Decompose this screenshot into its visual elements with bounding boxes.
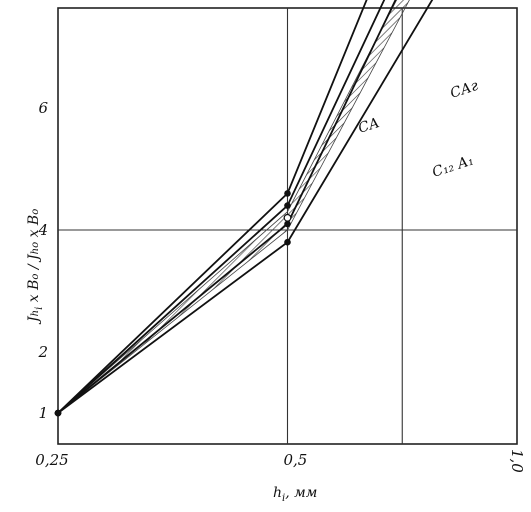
y-tick-label: 2 bbox=[37, 343, 48, 361]
data-point-s3-1 bbox=[284, 238, 291, 246]
data-point-s3-0 bbox=[54, 409, 62, 417]
y-axis-title-part: h bbox=[30, 310, 41, 316]
y-axis-title-part: h bbox=[30, 248, 41, 254]
y-axis-title-part: B bbox=[26, 280, 42, 291]
y-axis-title-part: / bbox=[26, 260, 42, 274]
hollow-point-1 bbox=[283, 213, 292, 222]
x-axis-subscript: i bbox=[282, 493, 285, 504]
data-point-s1-1 bbox=[284, 202, 291, 209]
x-tick-label: 0,25 bbox=[35, 451, 68, 469]
hatched-band-area bbox=[57, 0, 410, 414]
x-axis-unit: , мм bbox=[285, 485, 317, 501]
data-point-s0-1 bbox=[284, 190, 291, 197]
y-axis-title-part: o bbox=[30, 242, 41, 248]
tick-labels: 1246810120,250,51,0 bbox=[35, 99, 526, 473]
hatched-band bbox=[57, 0, 410, 414]
data-points bbox=[54, 190, 292, 417]
y-axis-title-part: i bbox=[34, 307, 45, 310]
y-tick-label: 4 bbox=[37, 221, 48, 239]
y-axis-title-part: x bbox=[26, 290, 42, 307]
curve-label-1: САг bbox=[448, 78, 480, 102]
y-axis-title-part: x bbox=[26, 225, 42, 242]
y-axis-title-part: B bbox=[26, 215, 42, 226]
x-tick-label: 0,5 bbox=[284, 451, 308, 469]
curve-labels: СА САг С₁₂ А₁ bbox=[356, 78, 480, 181]
y-tick-label: 6 bbox=[38, 99, 48, 117]
y-axis-title-part: J bbox=[26, 253, 42, 263]
curve-label-2: С₁₂ А₁ bbox=[430, 152, 475, 180]
y-axis-title-part: o bbox=[30, 209, 41, 215]
x-axis-title: hi, мм bbox=[273, 485, 317, 504]
y-tick-label: 1 bbox=[38, 404, 48, 422]
y-axis-title-part: J bbox=[26, 315, 42, 325]
y-axis-title: Jhi x Bo / Jho x Bo bbox=[26, 209, 45, 325]
y-axis-title-part: o bbox=[30, 274, 41, 280]
curve-label-0: СА bbox=[356, 115, 381, 137]
data-point-s2-1 bbox=[284, 220, 291, 228]
x-tick-label: 1,0 bbox=[508, 449, 526, 473]
